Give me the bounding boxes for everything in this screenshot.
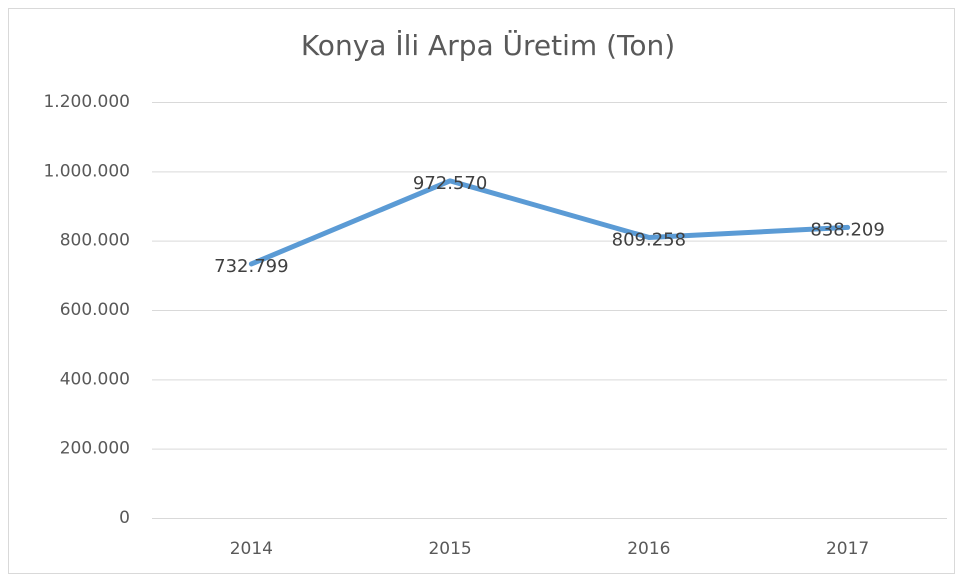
y-tick-label: 200.000 (60, 439, 130, 459)
x-tick-label: 2017 (826, 539, 869, 559)
y-tick-label: 1.000.000 (43, 161, 130, 181)
data-label: 809.258 (612, 229, 686, 250)
y-tick-label: 800.000 (60, 231, 130, 251)
y-tick-label: 600.000 (60, 300, 130, 320)
y-tick-label: 0 (119, 508, 130, 528)
data-label: 972.570 (413, 173, 487, 194)
x-tick-label: 2016 (627, 539, 670, 559)
line (248, 178, 851, 267)
data-label: 732.799 (214, 256, 288, 277)
chart-title: Konya İli Arpa Üretim (Ton) (301, 28, 675, 62)
x-tick-label: 2015 (428, 539, 471, 559)
y-tick-label: 400.000 (60, 369, 130, 389)
x-tick-label: 2014 (230, 539, 273, 559)
y-tick-label: 1.200.000 (43, 92, 130, 112)
data-label: 838.209 (810, 219, 884, 240)
chart-frame (8, 8, 955, 574)
